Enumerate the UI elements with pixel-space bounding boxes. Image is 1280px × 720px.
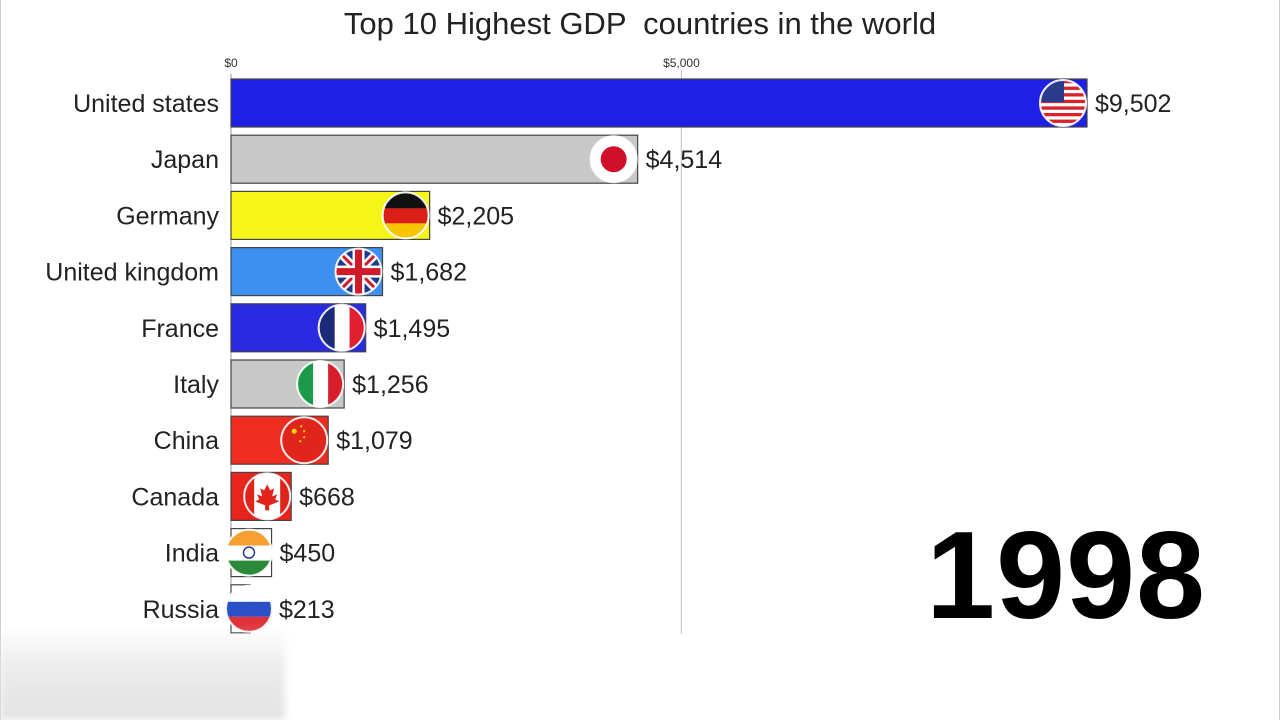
x-tick-label: $0 <box>224 56 238 70</box>
value-label: $9,502 <box>1095 90 1171 118</box>
value-label: $450 <box>280 540 336 568</box>
italy-flag-icon <box>296 360 345 408</box>
bar <box>230 134 639 184</box>
bar-row: United kingdom $1,682 <box>45 247 467 297</box>
bar-row: United states $9,502 <box>73 78 1171 128</box>
category-label: Russia <box>143 596 220 624</box>
bar-row: Germany $2,205 <box>116 190 514 240</box>
year-label: 1998 <box>926 507 1206 645</box>
category-label: France <box>141 315 219 343</box>
value-label: $213 <box>279 596 335 624</box>
category-label: United kingdom <box>45 259 219 287</box>
value-label: $1,495 <box>374 315 450 343</box>
germany-flag-icon <box>381 191 430 240</box>
value-label: $1,079 <box>336 427 412 455</box>
value-label: $4,514 <box>646 146 723 174</box>
france-flag-icon <box>317 303 366 352</box>
bar-row: France $1,495 <box>141 303 450 353</box>
category-label: Italy <box>173 371 219 399</box>
x-tick-label: $5,000 <box>663 56 700 70</box>
chart-title: Top 10 Highest GDP countries in the worl… <box>343 6 937 41</box>
category-label: Japan <box>151 146 219 174</box>
india-flag-icon <box>225 528 273 577</box>
japan-flag-icon <box>589 135 638 184</box>
value-label: $668 <box>299 483 355 511</box>
bar <box>230 78 1088 128</box>
value-label: $1,256 <box>352 371 428 399</box>
bar-row: Canada $668 <box>131 471 355 521</box>
usa-flag-icon <box>1039 79 1087 127</box>
value-label: $2,205 <box>438 202 514 230</box>
category-label: Canada <box>131 483 219 511</box>
category-label: Germany <box>116 202 219 230</box>
china-flag-icon <box>280 416 329 465</box>
category-label: India <box>165 540 219 568</box>
frame-border-left <box>0 0 1 720</box>
canada-flag-icon <box>243 472 292 521</box>
bar-row: Italy $1,256 <box>173 359 429 409</box>
category-label: China <box>154 427 219 455</box>
uk-flag-icon <box>334 247 383 296</box>
bar-row: Japan $4,514 <box>151 134 723 184</box>
bar-row: India $450 <box>165 527 336 578</box>
bar-row: China $1,079 <box>154 415 413 465</box>
value-label: $1,682 <box>391 259 467 287</box>
blurred-overlay <box>0 625 285 720</box>
category-label: United states <box>73 90 219 118</box>
